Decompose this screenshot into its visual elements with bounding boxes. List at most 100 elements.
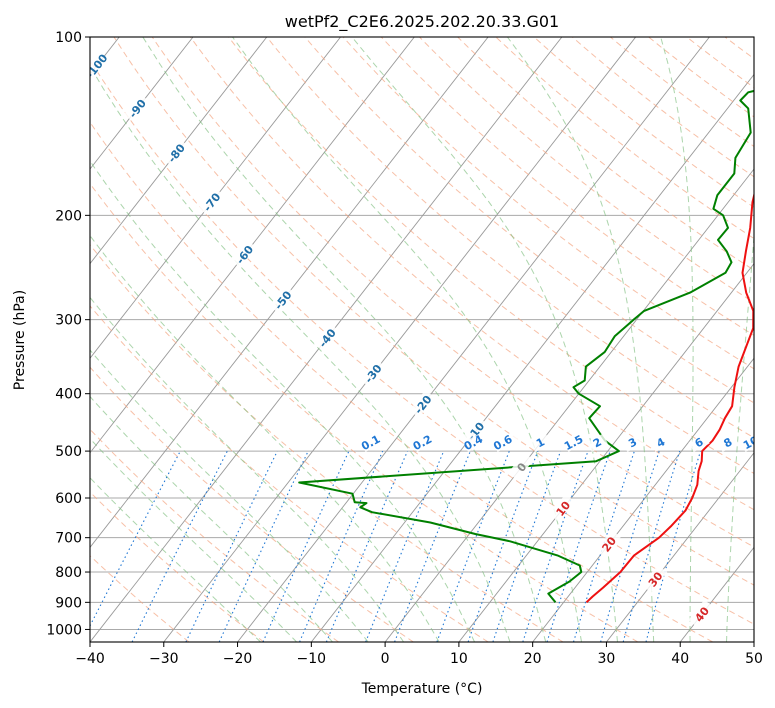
y-tick-label: 400	[55, 387, 82, 403]
isotherm-line	[384, 168, 754, 642]
y-tick-label: 500	[55, 444, 82, 460]
mixing-ratio-label: 1	[529, 433, 552, 452]
isotherm-line	[532, 357, 754, 642]
mixing-ratio-line	[645, 450, 702, 642]
svg-text:10: 10	[741, 433, 761, 452]
dry-adiabat-line	[533, 37, 754, 208]
mixing-ratio-label: 6	[688, 433, 710, 452]
mixing-ratio-label: 2	[586, 433, 608, 452]
series-layer	[298, 89, 754, 604]
isotherm-label: -20	[409, 389, 435, 418]
mixing-ratio-line	[394, 450, 471, 642]
mixing-ratio-line	[522, 450, 589, 642]
x-tick-label: 10	[450, 651, 468, 667]
y-tick-label: 100	[55, 30, 82, 46]
dry-adiabat-line	[419, 37, 754, 304]
moist-adiabat-line	[90, 65, 511, 642]
mixing-ratio-line	[90, 450, 181, 628]
isotherm-label: -50	[269, 285, 295, 314]
background-grid	[90, 37, 775, 642]
mixing-ratio-line	[622, 450, 681, 642]
dry-adiabat-line	[90, 182, 639, 642]
mixing-ratio-label: 1.5	[562, 430, 590, 453]
x-tick-label: 30	[598, 651, 616, 667]
x-tick-label: 0	[381, 651, 390, 667]
moist-adiabat-line	[90, 349, 369, 642]
svg-text:-100: -100	[83, 51, 110, 81]
dry-adiabat-line	[90, 366, 414, 642]
dry-adiabat-line	[90, 491, 265, 642]
dry-adiabat-line	[189, 37, 754, 511]
dry-adiabat-line	[90, 428, 339, 642]
isotherm-line	[458, 262, 754, 642]
dry-adiabat-line	[648, 37, 754, 118]
mixing-ratio-label: 8	[717, 433, 739, 452]
y-axis-title: Pressure (hPa)	[12, 290, 28, 390]
moist-adiabat-line	[351, 37, 618, 642]
mixing-ratio-label: 0.6	[491, 430, 519, 453]
x-tick-label: −20	[223, 651, 253, 667]
dry-adiabat-line	[495, 37, 754, 240]
mixing-ratio-label: 3	[622, 433, 644, 452]
moist-adiabat-line	[726, 230, 754, 642]
moist-adiabat-line	[90, 234, 440, 642]
moist-adiabat-line	[660, 37, 694, 642]
mixing-ratio-label: 13	[766, 433, 775, 453]
isotherm-label: 20	[595, 529, 621, 558]
isotherm-line	[606, 452, 754, 642]
isotherm-line	[90, 37, 415, 454]
isotherm-label: 40	[688, 599, 714, 628]
dry-adiabat-line	[763, 37, 775, 642]
mixing-ratio-line	[131, 450, 228, 642]
dry-adiabat-line	[90, 243, 564, 642]
svg-text:13: 13	[767, 434, 775, 453]
dry-adiabat-line	[304, 37, 754, 404]
mixing-ratio-line	[436, 450, 510, 642]
isotherm-line	[163, 37, 637, 642]
x-axis-title: Temperature (°C)	[361, 681, 483, 697]
mixing-ratio-line	[600, 450, 660, 642]
y-tick-label: 800	[55, 565, 82, 581]
plot-frame	[89, 36, 755, 643]
axes: −40 −30 −20 −10 0 10 20 30 40 5010020030040050060…	[46, 30, 763, 667]
x-tick-label: 20	[524, 651, 542, 667]
isotherm-line	[90, 37, 341, 359]
isotherm-label: -30	[359, 359, 386, 387]
x-tick-label: −30	[149, 651, 179, 667]
isoline-labels: -100-90-80-70-60-50-40-30-20-10010203040…	[83, 51, 775, 628]
x-tick-label: −10	[297, 651, 327, 667]
x-tick-label: 50	[745, 651, 763, 667]
temperature-profile-line	[585, 191, 754, 604]
x-tick-label: 40	[671, 651, 689, 667]
isotherm-line	[90, 37, 194, 170]
mixing-ratio-label: 0.2	[411, 430, 439, 453]
isotherm-line	[237, 37, 710, 642]
moist-adiabat-line	[90, 477, 261, 642]
y-tick-label: 1000	[46, 622, 82, 638]
dry-adiabat-line	[457, 37, 754, 271]
y-tick-label: 900	[55, 595, 82, 611]
moist-adiabat-line	[90, 160, 475, 642]
mixing-ratio-label: 10	[740, 433, 761, 452]
dry-adiabat-line	[151, 37, 754, 548]
mixing-ratio-line	[572, 450, 635, 642]
mixing-ratio-label: 0.1	[359, 430, 387, 453]
moist-adiabat-line	[90, 395, 333, 642]
dry-adiabat-line	[90, 305, 489, 642]
dry-adiabat-line	[342, 37, 754, 370]
isotherm-line	[310, 73, 754, 642]
mixing-ratio-label: 4	[650, 433, 672, 452]
dry-adiabat-line	[266, 37, 754, 439]
y-tick-label: 200	[55, 208, 82, 224]
isotherm-label: -100	[83, 51, 111, 81]
y-tick-label: 600	[55, 491, 82, 507]
mixing-ratio-line	[365, 450, 445, 642]
moist-adiabat-line	[90, 437, 297, 642]
mixing-ratio-line	[218, 450, 309, 642]
mixing-ratio-line	[185, 450, 278, 642]
chart-title: wetPf2_C2E6.2025.202.20.33.G01	[285, 12, 559, 32]
isotherm-label: -80	[162, 138, 189, 167]
y-tick-label: 700	[55, 531, 82, 547]
dry-adiabat-line	[113, 37, 754, 586]
